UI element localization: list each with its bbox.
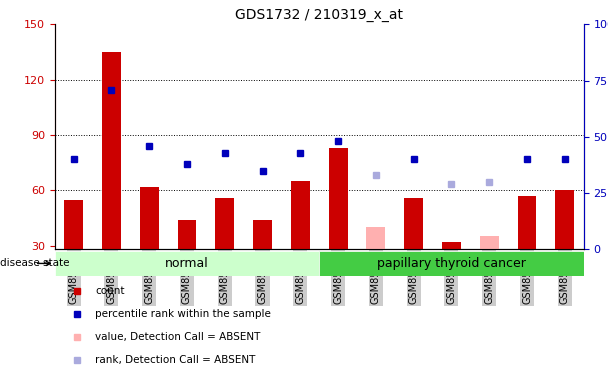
Bar <box>253 220 272 249</box>
Bar <box>64 200 83 249</box>
Text: rank, Detection Call = ABSENT: rank, Detection Call = ABSENT <box>95 355 256 365</box>
Title: GDS1732 / 210319_x_at: GDS1732 / 210319_x_at <box>235 8 403 22</box>
Bar <box>442 242 461 249</box>
Bar <box>480 237 499 249</box>
Bar <box>555 190 574 249</box>
Text: normal: normal <box>165 257 209 270</box>
Bar <box>178 220 196 249</box>
Text: disease state: disease state <box>0 258 69 268</box>
Bar <box>55 251 319 276</box>
Bar <box>404 198 423 249</box>
Bar <box>329 148 348 249</box>
Bar <box>102 52 121 249</box>
Bar <box>291 181 309 249</box>
Bar <box>140 187 159 249</box>
Bar <box>517 196 536 249</box>
Bar <box>319 251 584 276</box>
Bar <box>367 227 385 249</box>
Bar <box>215 198 234 249</box>
Text: papillary thyroid cancer: papillary thyroid cancer <box>377 257 526 270</box>
Text: percentile rank within the sample: percentile rank within the sample <box>95 309 271 319</box>
Text: count: count <box>95 286 125 296</box>
Text: value, Detection Call = ABSENT: value, Detection Call = ABSENT <box>95 332 261 342</box>
